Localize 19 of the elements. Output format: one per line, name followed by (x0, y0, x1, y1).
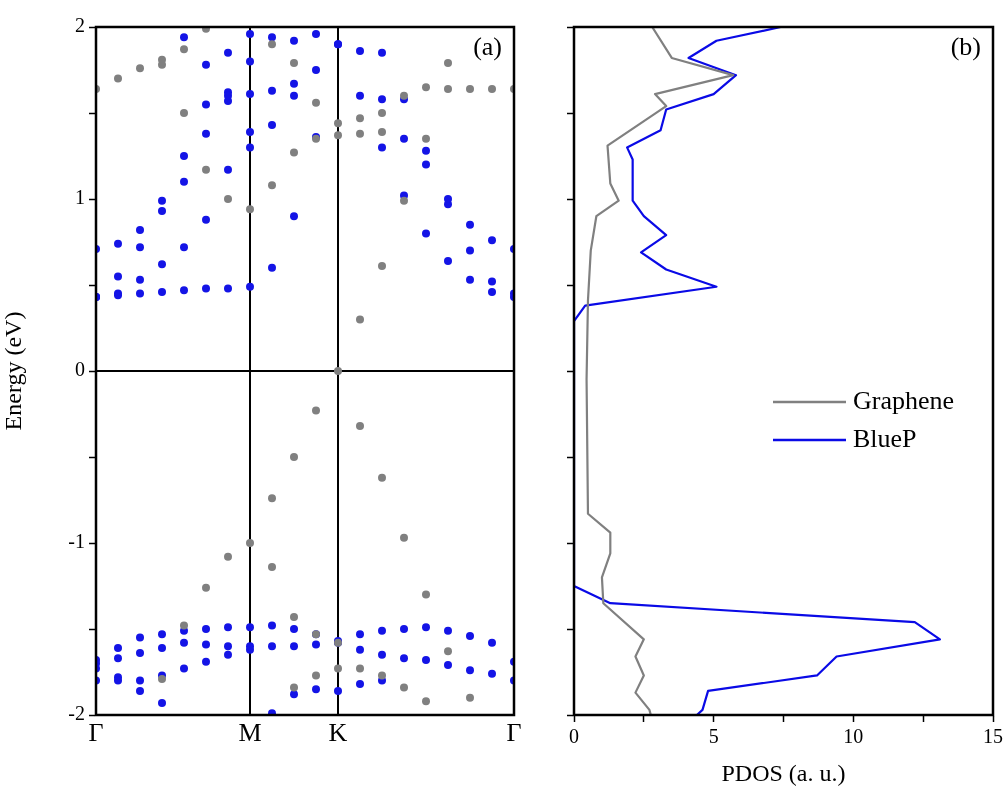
annotation: (b) (950, 31, 981, 61)
x-axis-title: PDOS (a. u.) (721, 759, 846, 786)
x-tick-label: 0 (569, 725, 579, 748)
x-tick-label: M (238, 718, 262, 748)
x-tick-label: Γ (506, 718, 522, 748)
x-tick-label: Γ (88, 718, 104, 748)
y-tick-label: -2 (68, 702, 85, 725)
legend-label: BlueP (853, 423, 917, 453)
y-tick-label: 2 (75, 14, 85, 37)
y-axis-title: Energy (eV) (0, 311, 26, 431)
x-tick-label: 15 (983, 725, 1003, 748)
x-tick-label: 10 (843, 725, 864, 748)
x-tick-label: K (328, 718, 348, 748)
y-tick-label: 1 (75, 186, 85, 209)
y-tick-label: 0 (75, 358, 85, 381)
x-tick-label: 5 (708, 725, 719, 748)
annotation: (a) (473, 31, 502, 61)
legend-label: Graphene (853, 385, 955, 415)
y-tick-label: -1 (68, 530, 85, 553)
